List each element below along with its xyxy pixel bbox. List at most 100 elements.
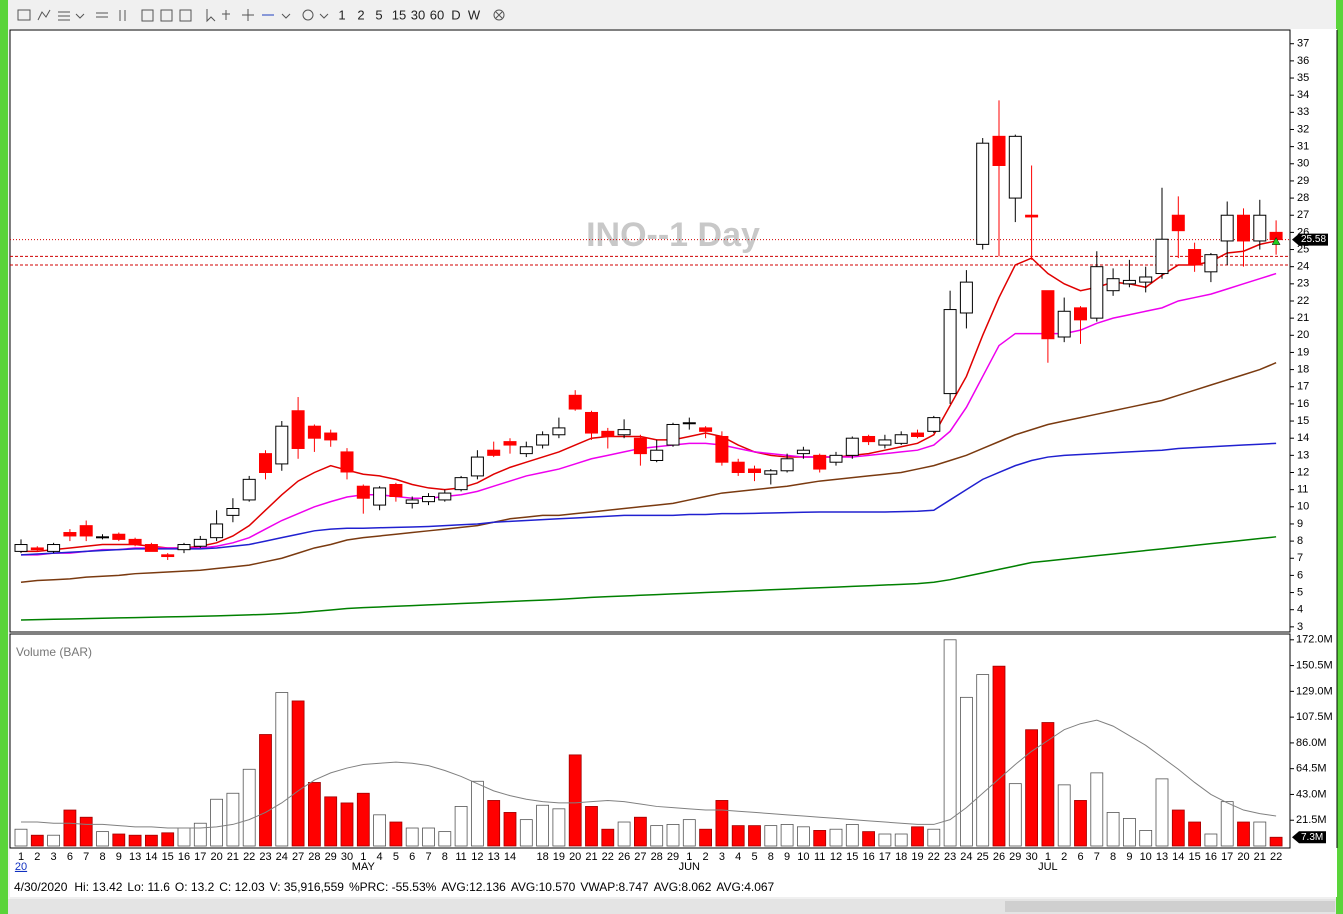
toolbar-icon[interactable] [58,11,70,21]
candle-body [715,435,729,463]
status-item: AVG:12.136 [441,880,506,894]
candle-body [144,544,158,552]
toolbar-icon[interactable] [206,9,216,23]
candle-body [552,427,566,436]
toolbar-icon[interactable] [37,9,51,21]
candle-body [1139,276,1153,283]
volume-bar [862,831,875,847]
toolbar-dropdown[interactable] [281,13,291,19]
x-tick-label: 29 [667,851,679,863]
volume-bar [715,800,729,847]
x-tick-label: 8 [99,851,105,863]
toolbar-icon[interactable] [160,9,173,22]
volume-bar [275,692,289,847]
interval-button[interactable]: 60 [430,7,444,22]
x-tick-label: 20 [210,851,222,863]
y-tick-label: 33 [1297,106,1309,118]
scrollbar-thumb[interactable] [1005,901,1335,912]
x-tick-label: 19 [553,851,565,863]
candle-body [487,449,501,456]
candle-body [1204,254,1218,273]
toolbar-icon[interactable] [179,9,192,22]
volume-bar [422,827,435,847]
candle-body [780,458,794,472]
volume-bar [1057,784,1071,847]
toolbar-icon[interactable] [302,9,314,21]
candle-body [422,496,435,503]
toolbar-dropdown[interactable] [319,13,329,19]
candle-body [911,432,924,437]
interval-button[interactable]: 30 [411,7,425,22]
candle-body [242,478,256,501]
volume-bar [617,821,631,847]
candle-body [1025,214,1039,218]
x-tick-label: 13 [129,851,141,863]
x-tick-label: 15 [1188,851,1200,863]
x-tick-label: 8 [442,851,448,863]
candle-body [845,437,859,456]
candle-body [389,484,403,498]
toolbar-icon[interactable] [495,11,503,19]
toolbar-icon[interactable] [242,9,254,21]
x-tick-label: 29 [1009,851,1021,863]
candle-body [193,538,207,547]
interval-button[interactable]: 5 [375,7,382,22]
y-tick-label: 28 [1297,192,1309,204]
toolbar-icon[interactable] [96,12,108,18]
interval-button[interactable]: 1 [338,7,345,22]
y-tick-label: 15 [1297,415,1309,427]
y-tick-label: 27 [1297,209,1309,221]
y-tick-label: 86.0M [1296,737,1327,749]
toolbar-icon[interactable] [222,10,230,20]
volume-bar [1237,821,1250,847]
x-tick-label: 2 [703,851,709,863]
scrollbar[interactable] [8,899,1336,914]
volume-bar [1220,801,1234,847]
interval-button[interactable]: W [468,7,481,22]
candle-body [79,525,93,537]
toolbar-icon[interactable] [141,9,154,22]
interval-button[interactable]: D [451,7,460,22]
volume-bar [487,800,501,847]
volume-bar [144,834,158,847]
toolbar-dropdown[interactable] [75,13,85,19]
interval-button[interactable]: 15 [392,7,406,22]
candle-body [259,453,272,473]
toolbar-icon[interactable] [17,9,31,21]
candle-body [796,449,810,455]
x-tick-label: 21 [585,851,597,863]
toolbar [17,9,505,23]
candle-body [1106,278,1120,292]
candle-body [813,454,827,470]
volume-bar [112,833,126,847]
toolbar-icon[interactable] [493,9,505,21]
y-tick-label: 30 [1297,158,1309,170]
y-tick-label: 16 [1297,398,1309,410]
candle-body [829,454,843,463]
x-tick-label: 11 [814,851,825,863]
x-tick-label: 16 [862,851,874,863]
volume-bar [1025,729,1038,847]
volume-bar [307,782,321,847]
candle-body [568,394,582,410]
x-tick-label: 13 [1156,851,1168,863]
x-tick-label: 22 [602,851,614,863]
candle-body [373,487,387,506]
volume-bar [731,825,745,847]
status-item: %PRC: -55.53% [349,880,437,894]
toolbar-icon[interactable] [119,10,126,21]
candle-body [161,554,175,558]
x-tick-label: 6 [1077,851,1083,863]
x-tick-label: 26 [993,851,1005,863]
candle-body [1122,279,1136,285]
last-volume-marker [1292,831,1326,844]
month-label: JUL [1038,861,1058,873]
x-tick-label: 19 [911,851,923,863]
interval-button[interactable]: 2 [357,7,364,22]
x-tick-label: 18 [536,851,548,863]
y-tick-label: 29 [1297,175,1309,187]
volume-bar [780,824,794,847]
volume-bar [1090,772,1104,847]
y-tick-label: 34 [1297,89,1309,101]
candle-body [112,533,126,540]
